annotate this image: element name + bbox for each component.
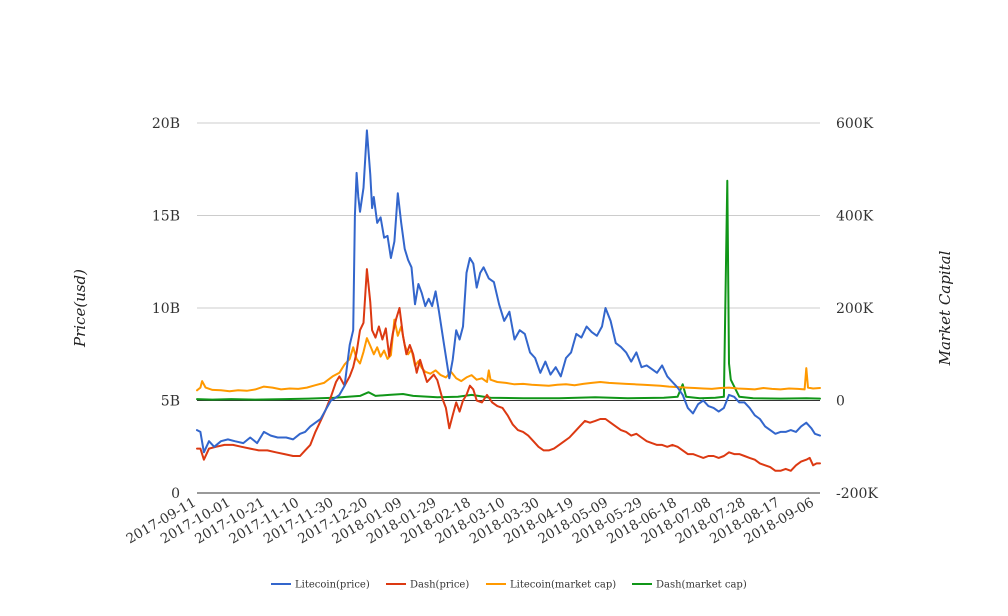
y-left-tick-label: 5B (161, 394, 180, 410)
y-left-tick-label: 20B (152, 116, 180, 132)
legend-label: Dash(market cap) (656, 580, 747, 591)
right-axis-title: Market Capital (936, 250, 954, 366)
y-left-tick-label: 0 (171, 486, 180, 502)
y-right-tick-label: 200K (836, 301, 874, 317)
y-right-tick-label: 0 (836, 394, 845, 410)
legend: Litecoin(price) Dash(price) Litecoin(marke… (271, 580, 747, 591)
left-y-axis: 0 5B 10B 15B 20B (152, 116, 180, 502)
right-y-axis: -200K 0 200K 400K 600K (836, 116, 878, 502)
x-axis-ticks: 2017-09-112017-10-012017-10-212017-11-10… (124, 495, 817, 548)
y-left-tick-label: 10B (152, 301, 180, 317)
left-axis-title: Price(usd) (71, 269, 89, 348)
series-lines (196, 129, 821, 472)
gridlines (197, 122, 820, 401)
y-left-tick-label: 15B (152, 209, 180, 225)
y-right-tick-label: 400K (836, 209, 874, 225)
series-line-litecoin-price (196, 129, 821, 454)
legend-label: Litecoin(market cap) (510, 580, 616, 591)
series-line-dash-price (196, 268, 821, 472)
legend-label: Dash(price) (410, 580, 469, 591)
series-line-dash-market-cap (196, 179, 821, 401)
series-line-litecoin-market-cap (196, 318, 821, 393)
y-right-tick-label: 600K (836, 116, 874, 132)
legend-label: Litecoin(price) (295, 580, 370, 591)
y-right-tick-label: -200K (836, 486, 878, 502)
